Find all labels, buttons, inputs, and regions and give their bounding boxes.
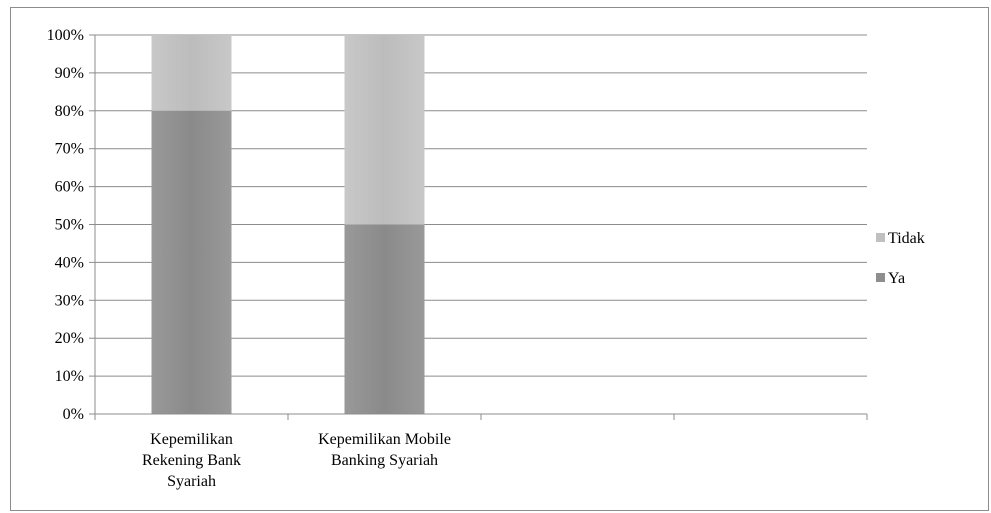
y-tick-label: 0%: [63, 406, 84, 423]
y-tick-label: 40%: [55, 254, 84, 271]
legend-swatch-tidak: [876, 233, 885, 242]
legend-label-tidak: Tidak: [888, 230, 925, 247]
labels: 0% 10% 20% 30% 40% 50% 60% 70% 80% 90% 100% Kepemil…: [47, 27, 451, 490]
y-tick-label: 90%: [55, 65, 84, 82]
y-tick-label: 80%: [55, 103, 84, 120]
bar-segment-tidak: [151, 35, 232, 111]
axes: [89, 34, 868, 420]
bar-segment-ya: [344, 224, 425, 414]
legend: Tidak Ya: [876, 230, 925, 287]
bar-segment-tidak: [344, 35, 425, 225]
legend-swatch-ya: [876, 273, 885, 282]
x-category-label: Kepemilikan Mobile Banking Syariah: [318, 431, 451, 469]
x-category-label: Kepemilikan Rekening Bank Syariah: [142, 431, 241, 490]
bars: [151, 35, 425, 415]
y-tick-label: 100%: [47, 27, 84, 44]
y-tick-label: 20%: [55, 330, 84, 347]
bar-segment-ya: [151, 110, 232, 415]
y-tick-label: 10%: [55, 368, 84, 385]
y-tick-label: 30%: [55, 292, 84, 309]
legend-label-ya: Ya: [888, 270, 905, 287]
y-tick-label: 60%: [55, 179, 84, 196]
y-tick-label: 70%: [55, 141, 84, 158]
y-tick-label: 50%: [55, 217, 84, 234]
